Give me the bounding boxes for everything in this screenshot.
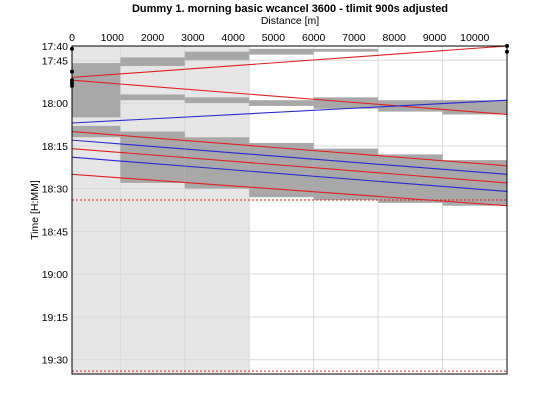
series-layer: [71, 45, 508, 207]
occupation-block: [72, 77, 121, 118]
blocks-layer: [72, 48, 507, 206]
y-tick-labels: 17:40 17:45 18:00 18:15 18:30 18:45 19:00 19:15…: [42, 41, 68, 367]
x-tick-label: 9000: [423, 32, 447, 44]
x-tick-label: 2000: [141, 32, 165, 44]
y-tick-label: 18:30: [42, 184, 68, 196]
occupation-block: [120, 57, 185, 66]
x-tick-label: 6000: [302, 32, 326, 44]
train-path-blue: [71, 99, 508, 124]
y-tick-label: 19:30: [42, 355, 68, 367]
y-tick-label: 18:15: [42, 141, 68, 153]
plot-frame: [71, 45, 508, 375]
x-tick-labels: 0 1000 2000 3000 4000 5000 6000 7000 8000 9000 100…: [69, 32, 489, 44]
occupation-block: [313, 148, 379, 201]
occupation-block: [249, 100, 314, 106]
occupation-block: [72, 125, 121, 138]
occupation-block: [378, 100, 443, 112]
train-path-red: [71, 148, 508, 184]
limit-lines-layer: [72, 199, 507, 372]
occupation-block: [249, 48, 314, 55]
occupation-block: [184, 51, 250, 61]
train-path-red: [71, 45, 508, 78]
x-tick-label: 5000: [262, 32, 286, 44]
y-tick-label: 18:45: [42, 226, 68, 238]
occupation-block: [313, 97, 379, 109]
y-tick-label: 18:00: [42, 98, 68, 110]
y-tick-label: 19:00: [42, 269, 68, 281]
occupation-block: [184, 97, 250, 104]
occupation-block: [120, 94, 185, 101]
occupation-block: [313, 48, 379, 52]
y-tick-label: 17:45: [42, 55, 68, 67]
x-tick-label: 7000: [342, 32, 366, 44]
x-tick-label: 1000: [101, 32, 125, 44]
train-path-blue: [71, 139, 508, 175]
occupation-block: [184, 137, 250, 189]
x-tick-label: 8000: [383, 32, 407, 44]
train-path-red: [71, 131, 508, 167]
x-tick-label: 0: [69, 32, 75, 44]
train-path-red: [71, 79, 508, 116]
occupation-block: [378, 154, 443, 203]
y-axis-label: Time [H:MM]: [29, 180, 41, 240]
x-tick-label: 10000: [460, 32, 489, 44]
train-path-blue: [71, 156, 508, 193]
y-tick-label: 17:40: [42, 41, 68, 53]
chart-title: Dummy 1. morning basic wcancel 3600 - tl…: [132, 3, 448, 15]
x-axis-label: Distance [m]: [261, 15, 319, 27]
train-path-red: [71, 173, 508, 207]
y-tick-label: 19:15: [42, 312, 68, 324]
x-tick-label: 3000: [181, 32, 205, 44]
x-tick-label: 4000: [221, 32, 245, 44]
occupation-block: [442, 160, 507, 206]
